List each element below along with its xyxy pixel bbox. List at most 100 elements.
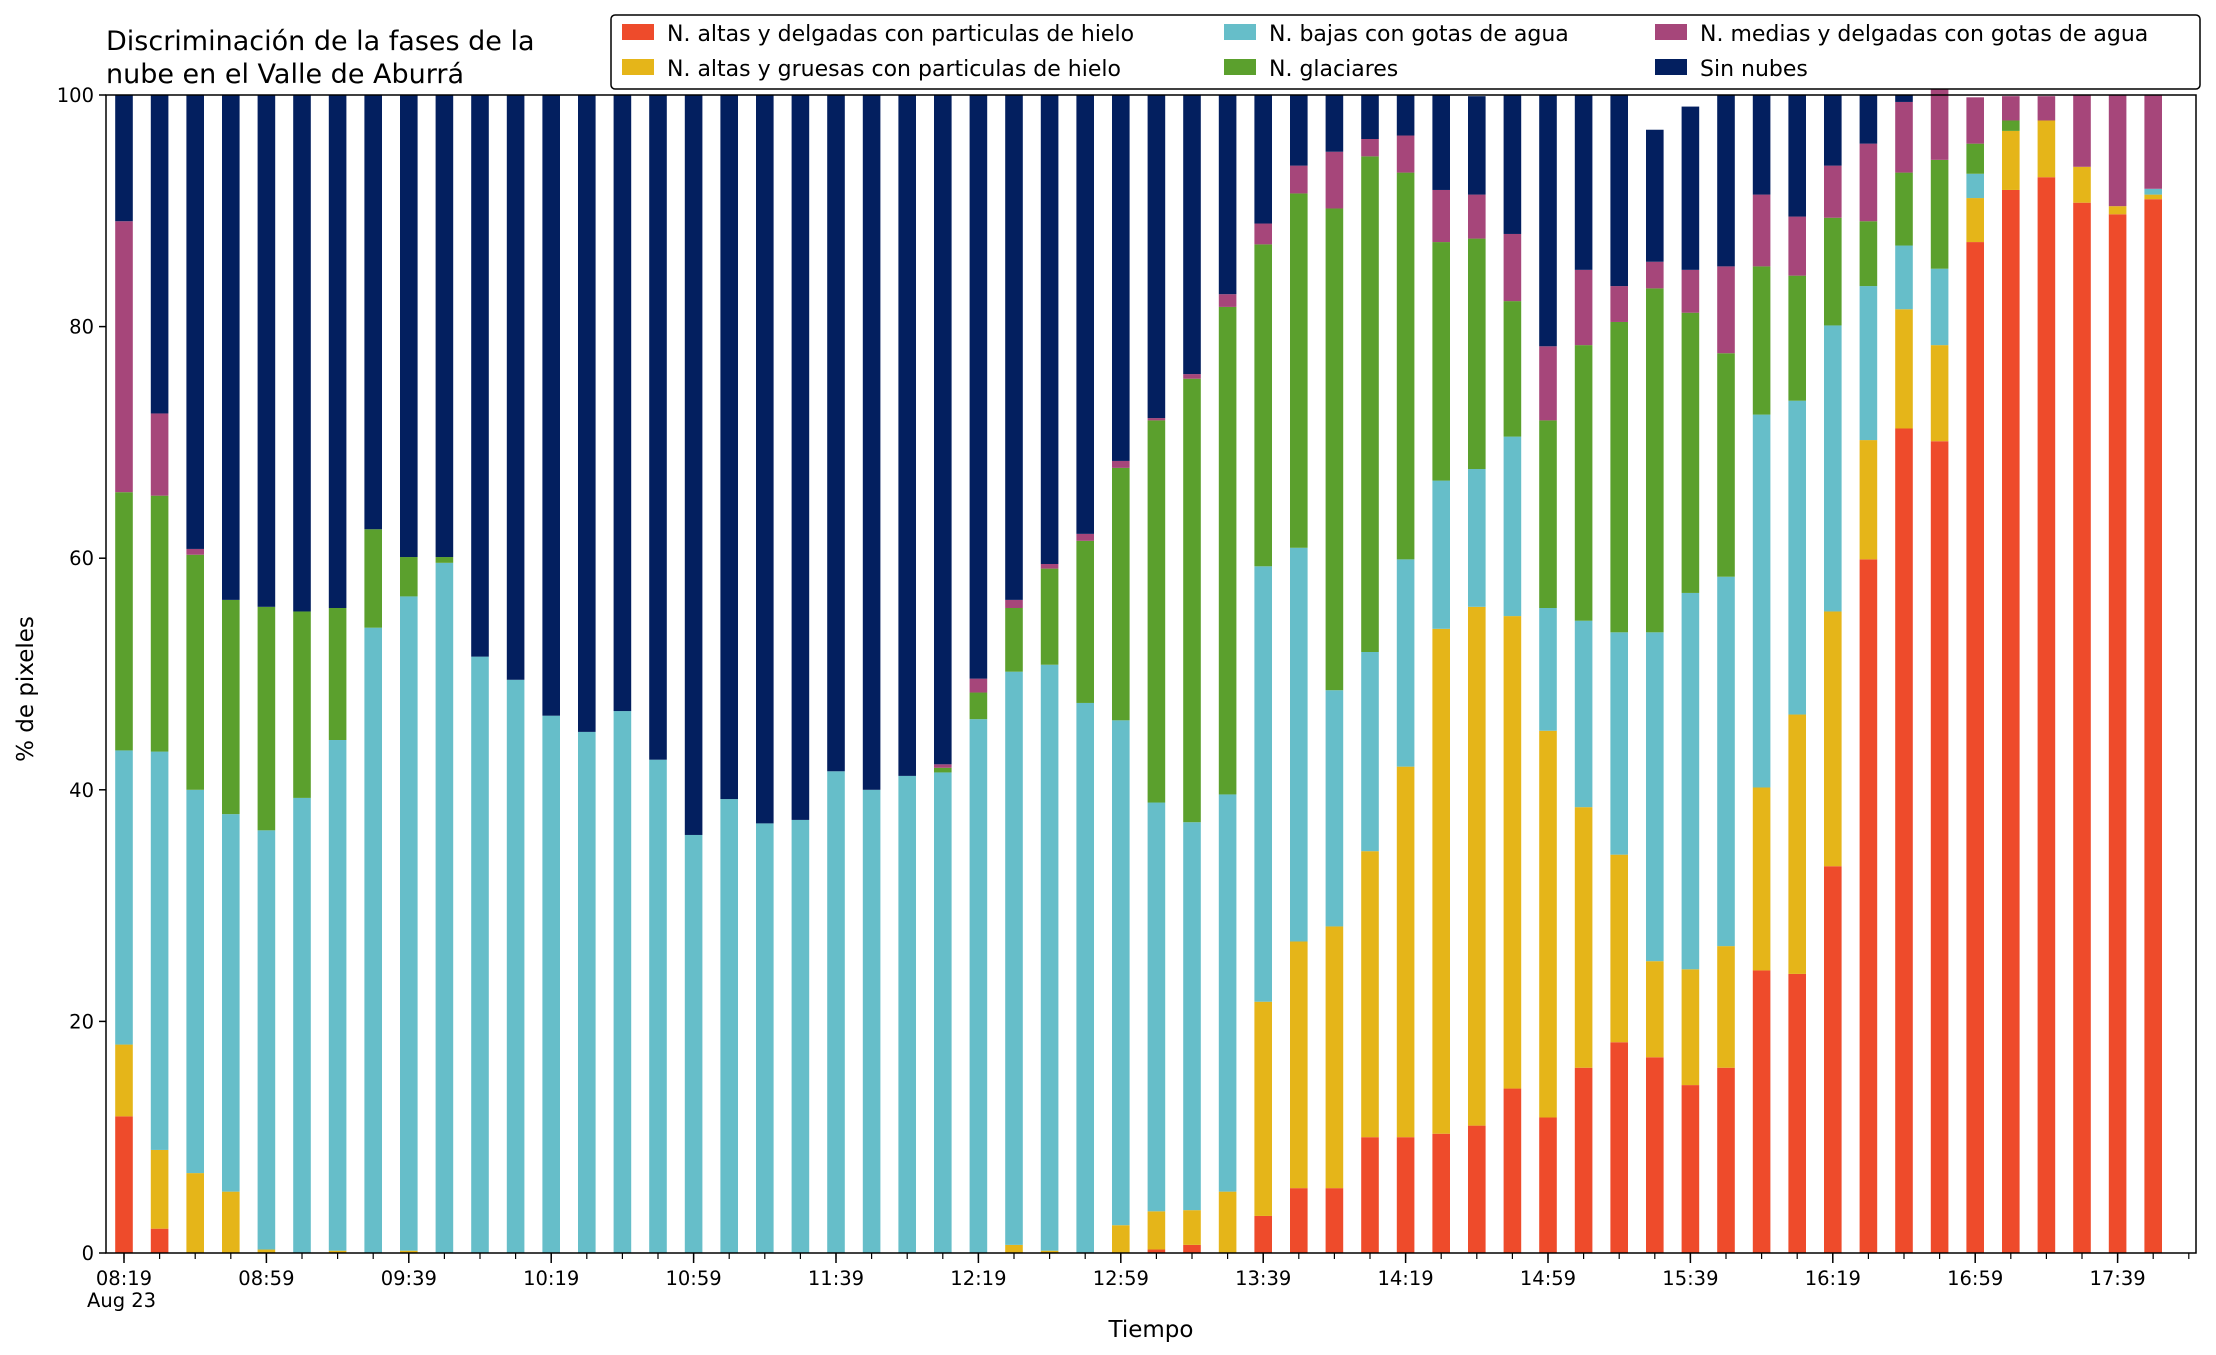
bar-segment-1-47 (1788, 714, 1806, 974)
bar-segment-5-14 (613, 95, 632, 712)
bar-segment-1-51 (1930, 345, 1949, 442)
legend-swatch-4 (1655, 24, 1687, 40)
bar-segment-5-9 (435, 95, 454, 558)
bar-segment-0-33 (1290, 1188, 1308, 1253)
bar-segment-5-38 (1468, 96, 1486, 195)
bar-segment-0-43 (1646, 1057, 1664, 1253)
bar-segment-1-29 (1147, 1211, 1166, 1250)
bar-segment-4-25 (1005, 599, 1023, 608)
bar-segment-1-41 (1574, 807, 1593, 1068)
bar-segment-2-18 (756, 823, 774, 1253)
bar-segment-0-36 (1396, 1137, 1415, 1253)
bar-segment-0-46 (1752, 970, 1771, 1253)
bar-segment-5-2 (186, 95, 204, 549)
bar-segment-2-19 (791, 819, 810, 1253)
bar-segment-2-47 (1788, 400, 1806, 715)
bar-segment-3-34 (1325, 208, 1344, 691)
bar-segment-5-19 (791, 95, 810, 820)
bar-segment-1-39 (1503, 616, 1522, 1089)
bar-segment-1-49 (1859, 440, 1878, 560)
bar-segment-5-33 (1290, 95, 1308, 166)
bar-segment-4-26 (1040, 563, 1059, 569)
bar-segment-3-28 (1112, 467, 1130, 721)
bar-segment-4-46 (1752, 194, 1771, 267)
bar-segment-3-48 (1824, 217, 1842, 326)
bar-segment-2-35 (1361, 652, 1379, 852)
bar-segment-2-0 (115, 750, 133, 1045)
bar-segment-4-55 (2073, 95, 2091, 167)
bar-segment-5-12 (542, 95, 560, 716)
bar-segment-0-47 (1788, 973, 1806, 1253)
bar-segment-3-53 (2002, 120, 2020, 131)
bar-segment-0-57 (2144, 199, 2162, 1254)
bar-segment-5-32 (1254, 95, 1272, 224)
bar-segment-5-6 (328, 95, 347, 608)
bar-segment-2-38 (1468, 469, 1486, 607)
y-tick-label-20: 20 (69, 1010, 94, 1033)
x-date-label: Aug 23 (87, 1289, 156, 1312)
bar-segment-5-10 (471, 95, 489, 657)
bar-segment-2-46 (1752, 414, 1771, 788)
bar-segment-4-44 (1681, 269, 1700, 313)
bar-segment-0-56 (2108, 214, 2127, 1253)
bar-segment-2-33 (1290, 547, 1308, 942)
bar-segment-3-23 (934, 767, 952, 773)
axes-group: 0 20 40 60 80 100 08:19 08:59 09:39 10:19 10:59 11:… (57, 84, 2197, 1290)
x-tick-label-0: 08:19 (96, 1267, 152, 1290)
bar-segment-2-12 (542, 715, 560, 1253)
x-tick-label-2: 09:39 (381, 1267, 437, 1290)
bar-segment-4-52 (1966, 97, 1984, 144)
bar-segment-1-44 (1681, 969, 1700, 1086)
bar-segment-2-2 (186, 789, 204, 1174)
bar-segment-3-47 (1788, 275, 1806, 401)
bar-segment-0-53 (2002, 189, 2020, 1254)
bar-segment-2-22 (898, 775, 916, 1253)
bar-segment-0-40 (1539, 1117, 1557, 1253)
bar-segment-5-17 (720, 95, 738, 800)
bar-segment-5-1 (150, 95, 169, 414)
legend-swatch-5 (1655, 59, 1687, 75)
x-tick-label-13: 16:59 (1947, 1267, 2003, 1290)
bar-segment-2-29 (1147, 802, 1166, 1212)
bar-segment-0-54 (2037, 177, 2056, 1254)
bar-segment-1-35 (1361, 851, 1379, 1138)
bar-segment-1-4 (257, 1249, 276, 1253)
bar-segment-1-31 (1218, 1191, 1237, 1253)
legend-box (610, 14, 2201, 90)
y-tick-label-40: 40 (69, 779, 94, 802)
bar-segment-2-7 (364, 627, 382, 1253)
x-tick-label-3: 10:19 (523, 1267, 579, 1290)
bar-segment-2-4 (257, 830, 276, 1250)
bar-segment-2-30 (1183, 822, 1201, 1211)
bar-segment-0-0 (115, 1116, 133, 1253)
bar-segment-5-40 (1539, 95, 1557, 347)
bar-segment-2-16 (684, 834, 703, 1253)
bar-segment-1-56 (2108, 206, 2127, 215)
bar-segment-2-51 (1930, 268, 1949, 346)
bar-segment-3-7 (364, 529, 382, 628)
bar-segment-2-8 (400, 596, 418, 1251)
bar-segment-5-44 (1681, 106, 1700, 270)
bar-segment-1-57 (2144, 194, 2162, 200)
bar-segment-3-51 (1930, 159, 1949, 269)
bar-segment-3-37 (1432, 242, 1450, 481)
bar-segment-0-42 (1610, 1042, 1628, 1253)
bar-segment-1-50 (1895, 309, 1913, 429)
bar-segment-4-39 (1503, 233, 1522, 302)
bar-segment-3-38 (1468, 238, 1486, 470)
bar-segment-4-32 (1254, 223, 1272, 245)
bar-segment-2-37 (1432, 480, 1450, 629)
legend-label-2: N. bajas con gotas de agua (1269, 22, 1569, 47)
bar-segment-4-36 (1396, 135, 1415, 173)
bar-segment-1-52 (1966, 198, 1984, 243)
bar-segment-1-8 (400, 1250, 418, 1253)
bar-segment-5-5 (293, 95, 311, 612)
bar-segment-1-3 (222, 1191, 240, 1253)
bar-segment-5-22 (898, 95, 916, 776)
bar-segment-0-49 (1859, 559, 1878, 1253)
bar-segment-2-3 (222, 814, 240, 1192)
legend: N. altas y delgadas con particulas de hi… (610, 14, 2201, 90)
bar-segment-2-43 (1646, 632, 1664, 962)
bar-segment-3-25 (1005, 607, 1023, 672)
bar-segment-4-35 (1361, 139, 1379, 157)
